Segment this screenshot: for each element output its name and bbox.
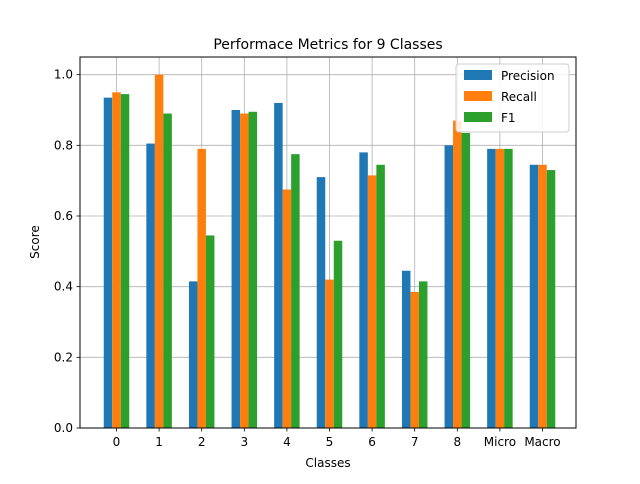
x-tick-label: 5 <box>326 435 334 449</box>
legend-label-recall: Recall <box>501 90 537 104</box>
y-axis-label: Score <box>28 225 42 259</box>
bar-f1-micro <box>504 148 513 428</box>
legend-label-precision: Precision <box>501 69 555 83</box>
y-tick-label: 0.2 <box>54 350 73 364</box>
bar-recall-macro <box>538 164 547 428</box>
bar-recall-8 <box>453 120 462 428</box>
x-tick-label: 3 <box>240 435 248 449</box>
x-tick-label: 6 <box>368 435 376 449</box>
y-tick-label: 0.0 <box>54 421 73 435</box>
x-tick-label: 1 <box>155 435 163 449</box>
y-tick-label: 1.0 <box>54 68 73 82</box>
bar-f1-3 <box>248 111 258 429</box>
y-tick-label: 0.6 <box>54 209 73 223</box>
legend-swatch-recall <box>464 91 492 101</box>
bar-f1-5 <box>333 240 343 428</box>
bar-recall-6 <box>367 175 377 428</box>
bar-f1-4 <box>291 154 300 428</box>
bar-f1-6 <box>376 164 385 428</box>
bar-f1-0 <box>120 94 130 428</box>
bar-f1-macro <box>546 170 556 429</box>
bar-precision-1 <box>146 143 155 429</box>
x-tick-label: 7 <box>411 435 419 449</box>
legend: Precision Recall F1 <box>455 63 570 133</box>
legend-label-f1: F1 <box>501 111 516 125</box>
bar-recall-0 <box>112 92 121 428</box>
x-tick-label: Macro <box>524 435 560 449</box>
bars <box>103 74 556 429</box>
axis-ticks: 0 1 2 3 4 5 6 7 8 Micro Macro 0.0 0.2 0.4 0.6 0.8 1.0 <box>54 68 561 449</box>
bar-precision-0 <box>103 97 113 428</box>
x-tick-label: 8 <box>453 435 461 449</box>
x-tick-label: 0 <box>113 435 121 449</box>
bar-recall-2 <box>197 148 206 428</box>
bar-recall-3 <box>240 113 249 429</box>
x-axis-label: Classes <box>305 456 350 470</box>
legend-swatch-f1 <box>464 112 492 122</box>
x-tick-label: Micro <box>484 435 516 449</box>
bar-recall-4 <box>282 189 292 428</box>
bar-f1-1 <box>163 113 172 429</box>
bar-recall-5 <box>325 279 334 428</box>
bar-precision-micro <box>487 148 496 428</box>
bar-precision-macro <box>529 164 539 428</box>
bar-precision-3 <box>231 110 241 428</box>
plot-frame <box>79 56 577 429</box>
bar-recall-micro <box>495 148 505 428</box>
x-tick-label: 2 <box>198 435 206 449</box>
bar-f1-2 <box>205 235 215 428</box>
bar-f1-7 <box>418 281 428 428</box>
chart-title: Performace Metrics for 9 Classes <box>213 37 442 53</box>
bar-precision-8 <box>444 145 454 429</box>
y-tick-label: 0.4 <box>54 280 73 294</box>
x-tick-label: 4 <box>283 435 291 449</box>
bar-recall-1 <box>154 74 164 429</box>
bar-precision-6 <box>359 152 368 428</box>
bar-recall-7 <box>410 291 419 428</box>
bar-f1-8 <box>461 132 471 428</box>
bar-precision-2 <box>188 281 198 428</box>
legend-swatch-precision <box>464 70 492 80</box>
bar-precision-5 <box>316 177 326 428</box>
bar-precision-4 <box>274 102 283 428</box>
bar-precision-7 <box>401 270 411 428</box>
y-tick-label: 0.8 <box>54 138 73 152</box>
